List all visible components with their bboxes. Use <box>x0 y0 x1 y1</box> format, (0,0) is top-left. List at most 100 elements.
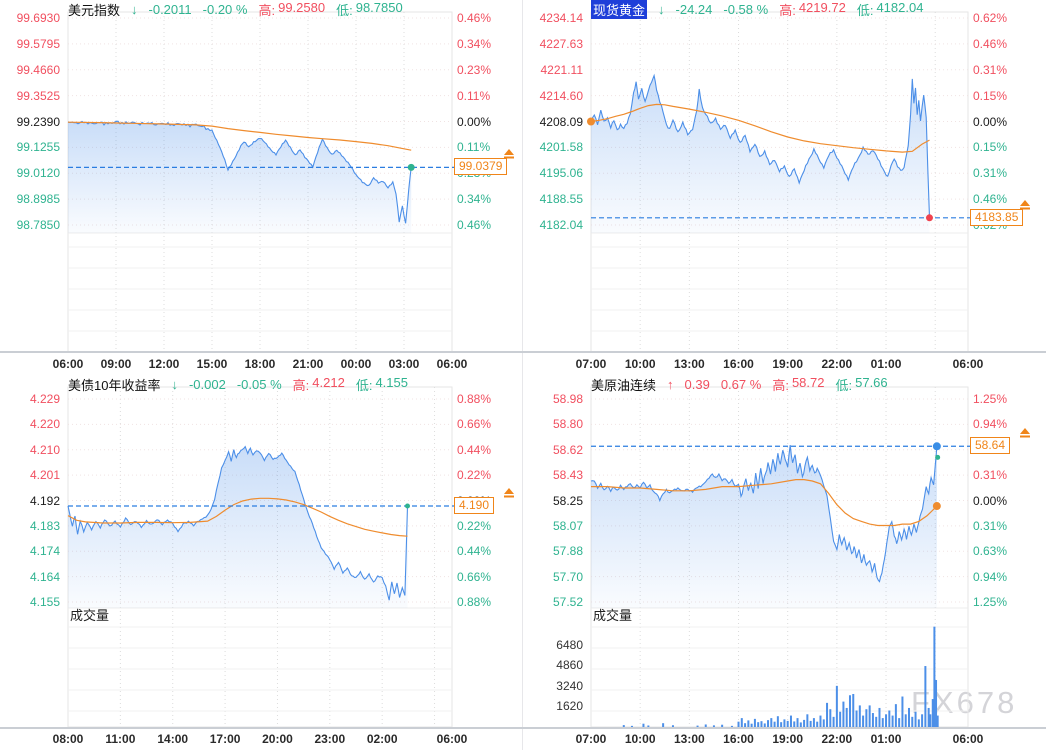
day-high: 高: 4.212 <box>292 375 345 393</box>
x-axis-time-label: 02:00 <box>366 732 398 746</box>
price-dot <box>932 442 941 451</box>
last-price-box: 4183.85 <box>970 208 1024 226</box>
panel-divider <box>522 0 523 750</box>
x-axis-time-label: 03:00 <box>388 357 420 371</box>
y-axis-percent-label: 0.66% <box>457 417 492 432</box>
price-dot <box>935 454 941 460</box>
ma-line <box>591 478 938 527</box>
x-axis-time-label: 08:00 <box>52 732 84 746</box>
day-high: 高: 58.72 <box>772 375 825 393</box>
y-axis-percent-label: 0.15% <box>973 140 1008 155</box>
chart-header: 美原油连续 ↑ 0.39 0.67 % 高: 58.72 低: 57.66 <box>591 375 888 393</box>
x-axis-time-label: 12:00 <box>148 357 180 371</box>
y-axis-percent-label: 0.11% <box>457 88 491 103</box>
change-percent: -0.05 % <box>236 377 282 392</box>
x-axis-time-label: 06:00 <box>436 357 468 371</box>
change-value: -24.24 <box>675 2 713 17</box>
x-axis-time-label: 09:00 <box>100 357 132 371</box>
y-axis-percent-label: 0.46% <box>973 192 1008 207</box>
day-low: 低: 98.7850 <box>336 0 403 18</box>
price-line <box>590 445 938 583</box>
y-axis-price-label: 4.174 <box>29 544 60 559</box>
y-axis-price-label: 4.183 <box>29 518 60 533</box>
ma-line <box>590 103 930 153</box>
y-axis-price-label: 99.2390 <box>16 114 60 129</box>
y-axis-price-label: 58.07 <box>552 518 583 533</box>
chart-panel-us-crude-oil: 美原油连续 ↑ 0.39 0.67 % 高: 58.72 低: 57.66 成交量 … <box>523 375 1046 750</box>
last-price-box: 4.190 <box>454 496 495 514</box>
price-dot <box>404 503 410 509</box>
volume-axis-label: 1620 <box>556 699 583 714</box>
price-marker-icon <box>1020 425 1030 443</box>
y-axis-price-label: 4.201 <box>29 468 60 483</box>
last-price-box: 58.64 <box>970 437 1011 455</box>
x-axis-time-label: 19:00 <box>772 732 804 746</box>
y-axis-price-label: 58.98 <box>552 392 583 406</box>
chart-canvas[interactable] <box>0 375 523 750</box>
change-percent: -0.20 % <box>202 2 248 17</box>
chart-title-selected[interactable]: 现货黄金 <box>591 0 648 19</box>
y-axis-price-label: 98.7850 <box>16 218 60 232</box>
chart-panel-spot-gold: 现货黄金 ↓ -24.24 -0.58 % 高: 4219.72 低: 4182.0… <box>523 0 1046 375</box>
x-axis-time-label: 06:00 <box>52 357 84 371</box>
y-axis-price-label: 99.5795 <box>16 36 60 51</box>
y-axis-percent-label: 0.46% <box>973 36 1008 51</box>
y-axis-percent-label: 1.25% <box>973 392 1008 406</box>
y-axis-price-label: 4227.63 <box>539 36 583 51</box>
y-axis-percent-label: 0.31% <box>973 166 1008 181</box>
chart-canvas[interactable] <box>0 0 523 375</box>
x-axis-time-label: 15:00 <box>196 357 228 371</box>
y-axis-percent-label: 0.23% <box>457 62 492 77</box>
y-axis-percent-label: 0.31% <box>973 518 1008 533</box>
y-axis-price-label: 58.62 <box>552 442 583 457</box>
y-axis-percent-label: 0.88% <box>457 595 492 609</box>
y-axis-price-label: 57.52 <box>552 595 583 609</box>
x-axis-time-label: 18:00 <box>244 357 276 371</box>
x-axis-time-label: 17:00 <box>209 732 241 746</box>
y-axis-percent-label: 0.46% <box>457 218 492 232</box>
y-axis-percent-label: 0.44% <box>457 442 492 457</box>
day-low: 低: 4182.04 <box>856 0 924 18</box>
last-price-box: 99.0379 <box>454 158 508 176</box>
y-axis-price-label: 58.43 <box>552 468 583 483</box>
price-area-fill <box>68 121 412 233</box>
x-axis-time-label: 10:00 <box>624 357 656 371</box>
x-axis-time-label: 13:00 <box>673 357 705 371</box>
change-direction-up-icon: ↑ <box>667 377 674 392</box>
y-axis-percent-label: 0.22% <box>457 518 492 533</box>
ma-line <box>67 497 408 537</box>
y-axis-percent-label: 0.62% <box>973 11 1008 25</box>
y-axis-percent-label: 0.15% <box>973 88 1008 103</box>
x-axis-time-label: 06:00 <box>952 357 984 371</box>
y-axis-percent-label: 0.00% <box>973 493 1008 508</box>
volume-section-label: 成交量 <box>70 608 110 623</box>
change-value: -0.002 <box>188 377 226 392</box>
volume-bars <box>622 626 939 727</box>
x-axis-time-label: 01:00 <box>870 732 902 746</box>
chart-canvas[interactable] <box>523 0 1046 375</box>
chart-canvas[interactable] <box>523 375 1046 750</box>
y-axis-price-label: 99.4660 <box>16 62 60 77</box>
change-value: -0.2011 <box>148 2 192 17</box>
y-axis-price-label: 4182.04 <box>539 218 583 232</box>
chart-title[interactable]: 美元指数 <box>68 3 121 18</box>
y-axis-percent-label: 0.31% <box>973 62 1008 77</box>
y-axis-price-label: 99.1255 <box>16 140 60 155</box>
y-axis-percent-label: 0.66% <box>457 569 492 584</box>
x-axis-time-label: 19:00 <box>772 357 804 371</box>
x-axis-time-label: 21:00 <box>292 357 324 371</box>
y-axis-price-label: 4208.09 <box>539 114 583 129</box>
price-dot <box>925 214 933 222</box>
y-axis-percent-label: 0.22% <box>457 468 492 483</box>
y-axis-price-label: 98.8985 <box>16 192 60 207</box>
chart-title[interactable]: 美原油连续 <box>591 378 657 393</box>
price-area-fill <box>68 446 408 608</box>
y-axis-percent-label: 0.34% <box>457 36 492 51</box>
day-high: 高: 99.2580 <box>258 0 326 18</box>
y-axis-percent-label: 0.88% <box>457 392 492 406</box>
chart-title[interactable]: 美债10年收益率 <box>68 378 161 393</box>
x-axis-time-label: 06:00 <box>952 732 984 746</box>
x-axis-time-label: 14:00 <box>157 732 189 746</box>
y-axis-percent-label: 0.94% <box>973 569 1008 584</box>
